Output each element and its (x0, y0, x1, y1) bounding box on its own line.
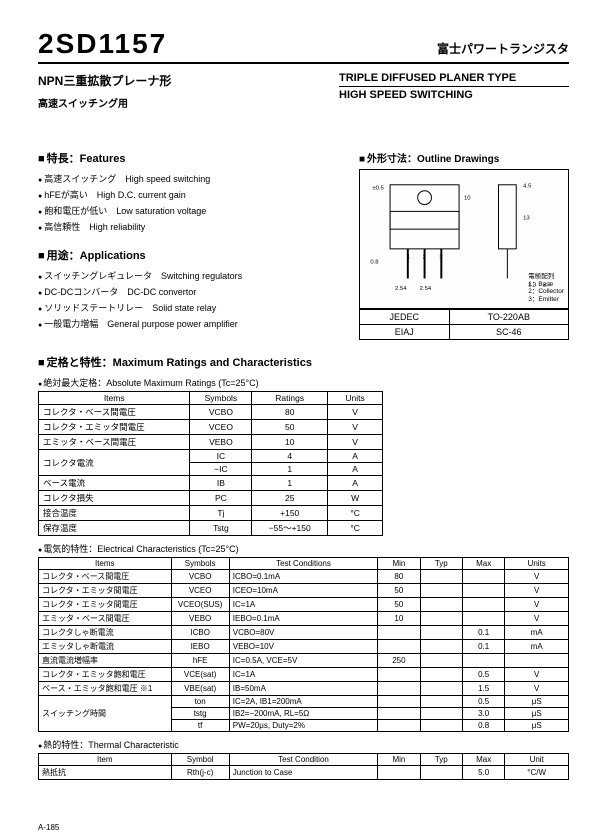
table-row: 熱抵抗Rth(j-c)Junction to Case5.0°C/W (39, 766, 569, 780)
table-row: コレクタ・エミッタ飽和電圧VCE(sat)IC=1A0.5V (39, 668, 569, 682)
table-row: ベース電流IB1A (39, 476, 383, 491)
feature-item: hFEが高い High D.C. current gain (38, 188, 347, 201)
svg-text:±0.5: ±0.5 (372, 186, 384, 192)
maxratings-table: Items Symbols Ratings Units コレクタ・ベース間電圧V… (38, 391, 383, 536)
elec-table: Items Symbols Test Conditions Min Typ Ma… (38, 557, 569, 732)
table-header-row: Items Symbols Ratings Units (39, 392, 383, 405)
table-row: コレクタ損失PC25W (39, 491, 383, 506)
table-header-row: Items Symbols Test Conditions Min Typ Ma… (39, 558, 569, 570)
table-header-row: Item Symbol Test Condition Min Typ Max U… (39, 754, 569, 766)
use-en: HIGH SPEED SWITCHING (339, 86, 569, 101)
svg-text:1: 1 (407, 255, 410, 261)
type-en: TRIPLE DIFFUSED PLANER TYPE (339, 72, 569, 84)
svg-text:10: 10 (464, 196, 471, 202)
svg-text:0.8: 0.8 (370, 260, 379, 266)
table-row: エミッタ・ベース間電圧VEBO10V (39, 435, 383, 450)
table-row: JEDECTO-220AB (360, 310, 569, 325)
table-row: エミッタしゃ断電流IEBOVEBO=10V0.1mA (39, 640, 569, 654)
thermal-table: Item Symbol Test Condition Min Typ Max U… (38, 753, 569, 780)
feature-item: 飽和電圧が低い Low saturation voltage (38, 204, 347, 217)
table-row: EIAJSC-46 (360, 325, 569, 340)
pin-row: 1：Base (528, 281, 564, 289)
use-jp: 高速スイッチング用 (38, 95, 171, 110)
features-list: 高速スイッチング High speed switching hFEが高い Hig… (38, 172, 347, 233)
svg-text:2.54: 2.54 (420, 286, 432, 292)
brand-jp: 富士パワートランジスタ (437, 40, 569, 57)
thermal-sub: 熱的特性：Thermal Characteristic (38, 738, 569, 751)
maxratings-heading: 定格と特性：Maximum Ratings and Characteristic… (38, 354, 569, 370)
svg-text:2.54: 2.54 (395, 286, 407, 292)
applications-list: スイッチングレギュレータ Switching regulators DC-DCコ… (38, 269, 347, 330)
application-item: スイッチングレギュレータ Switching regulators (38, 269, 347, 282)
features-heading: 特長：Features (38, 150, 347, 166)
application-item: DC-DCコンバータ DC-DC convertor (38, 285, 347, 298)
outline-heading: 外形寸法：Outline Drawings (359, 150, 569, 165)
table-row: スイッチング時間tonIC=2A, IB1=200mA0.5μS (39, 696, 569, 708)
table-row: ベース・エミッタ飽和電圧 ※1VBE(sat)IB=50mA1.5V (39, 682, 569, 696)
applications-heading: 用途：Applications (38, 247, 347, 263)
svg-text:4.5: 4.5 (523, 184, 532, 190)
table-row: コレクタ・エミッタ間電圧VCEOICEO=10mA50V (39, 584, 569, 598)
package-table: JEDECTO-220AB EIAJSC-46 (359, 309, 569, 340)
header-row: 2SD1157 富士パワートランジスタ (38, 28, 569, 64)
feature-item: 高速スイッチング High speed switching (38, 172, 347, 185)
table-row: 接合温度Tj+150°C (39, 506, 383, 521)
svg-text:3: 3 (439, 255, 443, 261)
table-row: コレクタしゃ断電流ICBOVCBO=80V0.1mA (39, 626, 569, 640)
application-item: 一般電力増幅 General purpose power amplifier (38, 317, 347, 330)
svg-text:2: 2 (423, 255, 426, 261)
svg-text:13: 13 (523, 215, 530, 221)
outline-drawing: ±0.5 10 4.5 13 2.54 2.54 0.8 1.3 2.7 1 2… (359, 169, 569, 309)
feature-item: 高信頼性 High reliability (38, 220, 347, 233)
table-row: コレクタ・ベース間電圧VCBOICBO=0.1mA80V (39, 570, 569, 584)
table-row: コレクタ・エミッタ間電圧VCEO50V (39, 420, 383, 435)
type-jp: NPN三重拡散プレーナ形 (38, 72, 171, 89)
subheader-row: NPN三重拡散プレーナ形 高速スイッチング用 TRIPLE DIFFUSED P… (38, 72, 569, 110)
right-column: 外形寸法：Outline Drawings ±0.5 10 4.5 13 2.5… (359, 150, 569, 344)
table-row: コレクタ・エミッタ間電圧VCEO(SUS)IC=1A50V (39, 598, 569, 612)
table-row: コレクタ電流IC4A (39, 450, 383, 463)
pin-row: 3：Emitter (528, 296, 564, 304)
table-row: エミッタ・ベース間電圧VEBOIEBO=0.1mA10V (39, 612, 569, 626)
table-row: 保存温度Tstg−55〜+150°C (39, 521, 383, 536)
page-footer: A-185 (38, 823, 59, 832)
maxratings-sub: 絶対最大定格：Absolute Maximum Ratings (Tc=25°C… (38, 376, 569, 389)
pin-row: 2：Collector (528, 288, 564, 296)
elec-sub: 電気的特性：Electrical Characteristics (Tc=25°… (38, 542, 569, 555)
table-row: 直流電流増幅率hFEIC=0.5A, VCE=5V250 (39, 654, 569, 668)
part-number: 2SD1157 (38, 28, 167, 60)
application-item: ソリッドステートリレー Solid state relay (38, 301, 347, 314)
table-row: コレクタ・ベース間電圧VCBO80V (39, 405, 383, 420)
pin-legend-title: 電極配列 (528, 273, 564, 281)
left-column: 特長：Features 高速スイッチング High speed switchin… (38, 150, 359, 344)
pin-legend: 電極配列 1：Base 2：Collector 3：Emitter (528, 273, 564, 304)
